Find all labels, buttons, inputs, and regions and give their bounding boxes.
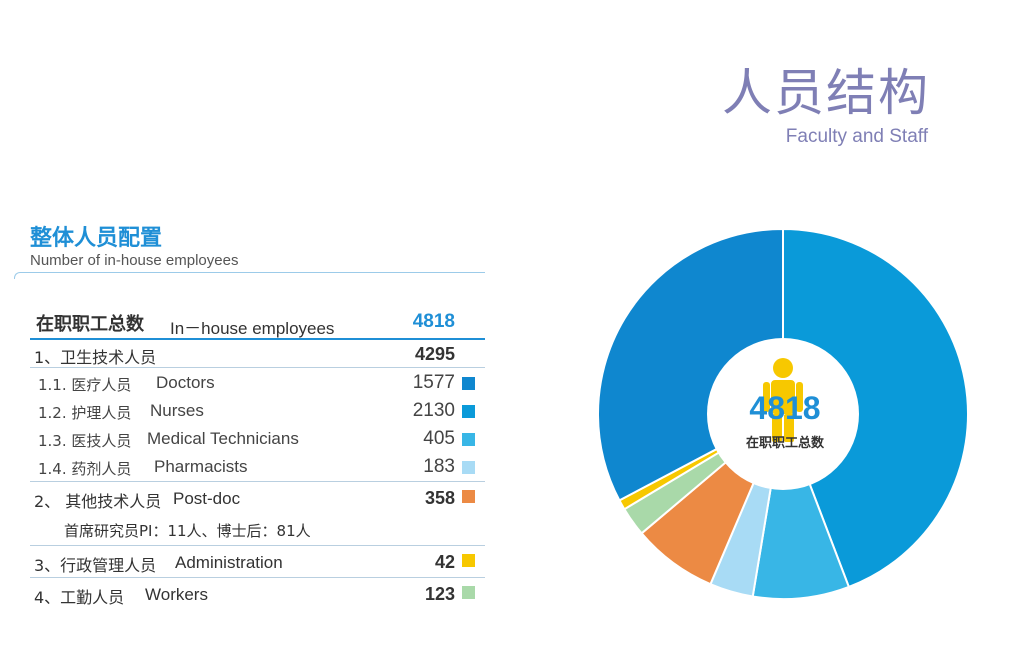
doctors-label-zh: 1.1. 医疗人员 bbox=[38, 376, 132, 394]
total-label-en: In－house employees bbox=[170, 319, 335, 338]
table-row-pharmacists: 1.4. 药剂人员 Pharmacists 183 bbox=[30, 452, 485, 482]
person-icon bbox=[763, 358, 803, 442]
workers-swatch bbox=[462, 586, 475, 599]
page-title: 人员结构 bbox=[722, 64, 930, 122]
table-row-administration: 3、行政管理人员 Administration 42 bbox=[30, 546, 485, 578]
table-row-nurses: 1.2. 护理人员 Nurses 2130 bbox=[30, 396, 485, 424]
donut-center-value: 4818 bbox=[749, 390, 821, 426]
administration-label-en: Administration bbox=[175, 553, 283, 572]
total-value: 4818 bbox=[412, 311, 455, 332]
technicians-value: 405 bbox=[423, 428, 455, 449]
workers-label-en: Workers bbox=[145, 585, 208, 604]
table-row-technicians: 1.3. 医技人员 Medical Technicians 405 bbox=[30, 424, 485, 452]
pharmacists-swatch bbox=[462, 461, 475, 474]
total-label-zh: 在职职工总数 bbox=[36, 314, 144, 335]
nurses-label-en: Nurses bbox=[150, 401, 204, 420]
staff-table: 在职职工总数 In－house employees 4818 1、卫生技术人员 … bbox=[30, 306, 485, 610]
page-subtitle: Faculty and Staff bbox=[785, 126, 928, 147]
pharmacists-label-zh: 1.4. 药剂人员 bbox=[38, 460, 132, 478]
workers-label-zh: 4、工勤人员 bbox=[34, 588, 125, 607]
administration-swatch bbox=[462, 554, 475, 567]
other-tech-value: 358 bbox=[424, 488, 455, 508]
section-divider bbox=[14, 272, 485, 279]
nurses-label-zh: 1.2. 护理人员 bbox=[38, 404, 132, 422]
table-row-health-tech: 1、卫生技术人员 4295 bbox=[30, 340, 485, 368]
doctors-value: 1577 bbox=[412, 372, 455, 393]
section-subtitle: Number of in-house employees bbox=[30, 252, 239, 269]
pharmacists-value: 183 bbox=[423, 456, 455, 477]
technicians-label-en: Medical Technicians bbox=[147, 429, 299, 448]
nurses-value: 2130 bbox=[412, 400, 455, 421]
donut-chart bbox=[597, 228, 969, 600]
pharmacists-label-en: Pharmacists bbox=[154, 457, 248, 476]
table-row-workers: 4、工勤人员 Workers 123 bbox=[30, 578, 485, 610]
other-tech-swatch bbox=[462, 490, 475, 503]
table-row-note: 首席研究员PI：11人、博士后：81人 bbox=[30, 514, 485, 546]
technicians-label-zh: 1.3. 医技人员 bbox=[38, 432, 132, 450]
other-tech-label-zh: 2、 其他技术人员 bbox=[34, 492, 162, 511]
section-title: 整体人员配置 bbox=[30, 226, 163, 251]
nurses-swatch bbox=[462, 405, 475, 418]
table-row-total: 在职职工总数 In－house employees 4818 bbox=[30, 306, 485, 340]
administration-label-zh: 3、行政管理人员 bbox=[34, 556, 157, 575]
workers-value: 123 bbox=[424, 584, 455, 604]
doctors-label-en: Doctors bbox=[156, 373, 215, 392]
donut-slice-0 bbox=[782, 228, 969, 589]
donut-center-label: 在职职工总数 bbox=[745, 436, 824, 451]
health-tech-value: 4295 bbox=[414, 344, 455, 364]
table-row-doctors: 1.1. 医疗人员 Doctors 1577 bbox=[30, 368, 485, 396]
technicians-swatch bbox=[462, 433, 475, 446]
administration-value: 42 bbox=[434, 552, 455, 572]
doctors-swatch bbox=[462, 377, 475, 390]
table-row-other-tech: 2、 其他技术人员 Post-doc 358 bbox=[30, 482, 485, 514]
pi-postdoc-note: 首席研究员PI：11人、博士后：81人 bbox=[64, 522, 311, 540]
health-tech-label: 1、卫生技术人员 bbox=[34, 348, 157, 367]
other-tech-label-en: Post-doc bbox=[173, 489, 241, 508]
